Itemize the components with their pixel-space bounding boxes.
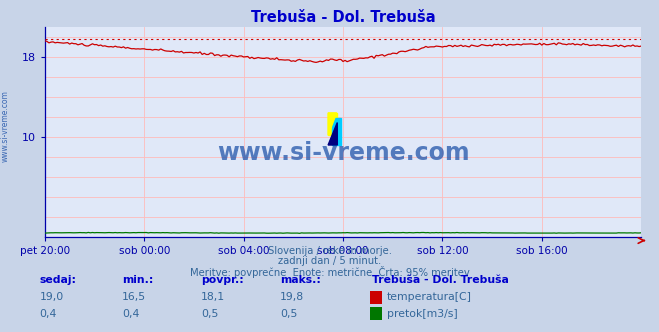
Text: 19,0: 19,0 [40, 292, 64, 302]
Text: povpr.:: povpr.: [201, 275, 244, 285]
Text: Trebuša - Dol. Trebuša: Trebuša - Dol. Trebuša [372, 275, 509, 285]
Bar [328, 113, 337, 135]
Text: min.:: min.: [122, 275, 154, 285]
Text: Meritve: povprečne  Enote: metrične  Črta: 95% meritev: Meritve: povprečne Enote: metrične Črta:… [190, 266, 469, 278]
Text: temperatura[C]: temperatura[C] [387, 292, 472, 302]
Text: 18,1: 18,1 [201, 292, 225, 302]
Text: 0,4: 0,4 [40, 309, 57, 319]
Text: 19,8: 19,8 [280, 292, 304, 302]
Text: www.si-vreme.com: www.si-vreme.com [1, 90, 10, 162]
Text: sedaj:: sedaj: [40, 275, 76, 285]
Text: 0,5: 0,5 [201, 309, 218, 319]
Title: Trebuša - Dol. Trebuša: Trebuša - Dol. Trebuša [250, 10, 436, 25]
Polygon shape [328, 123, 337, 145]
Text: maks.:: maks.: [280, 275, 321, 285]
Text: 16,5: 16,5 [122, 292, 146, 302]
Polygon shape [328, 113, 337, 135]
Text: pretok[m3/s]: pretok[m3/s] [387, 309, 457, 319]
Text: 0,4: 0,4 [122, 309, 139, 319]
Text: www.si-vreme.com: www.si-vreme.com [217, 141, 469, 165]
Text: Slovenija / reke in morje.: Slovenija / reke in morje. [268, 246, 391, 256]
Text: 0,5: 0,5 [280, 309, 297, 319]
Text: zadnji dan / 5 minut.: zadnji dan / 5 minut. [278, 256, 381, 266]
Bar [332, 118, 341, 145]
